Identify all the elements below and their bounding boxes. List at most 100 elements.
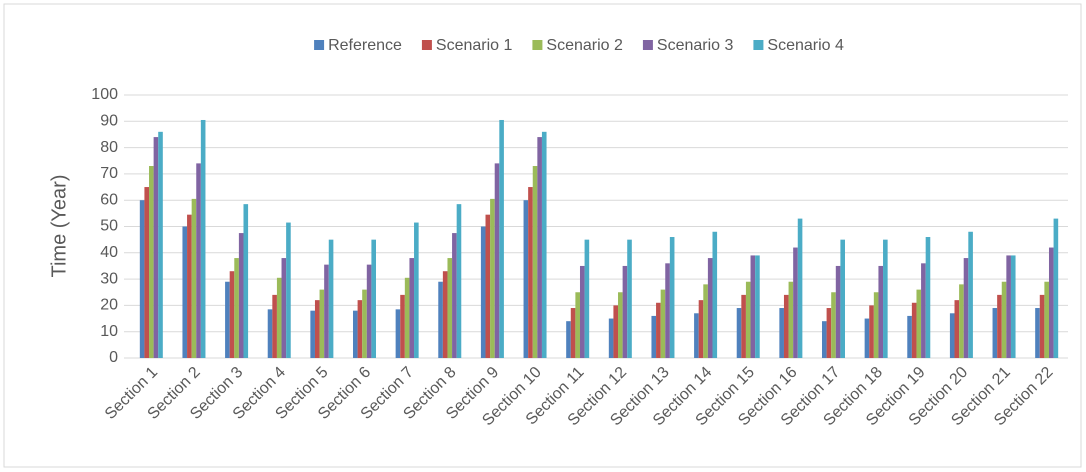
bar	[669, 237, 675, 358]
bar	[660, 289, 666, 358]
bar	[907, 315, 912, 358]
bar	[1053, 218, 1059, 358]
bar	[779, 308, 784, 358]
legend-swatch	[532, 40, 543, 50]
bar	[153, 137, 159, 358]
bar	[997, 294, 1002, 358]
bar	[822, 321, 827, 358]
y-tick-label: 30	[100, 270, 118, 287]
bar	[243, 204, 249, 358]
bar	[494, 163, 500, 358]
bar	[541, 131, 547, 358]
bar	[362, 289, 367, 358]
bar	[409, 258, 415, 358]
bar	[840, 239, 845, 358]
bar	[319, 289, 325, 358]
bar	[438, 281, 443, 358]
bar	[400, 294, 405, 358]
bar	[873, 292, 879, 358]
bar	[963, 258, 969, 358]
bar	[537, 137, 542, 358]
y-tick-label: 10	[100, 323, 118, 340]
bar	[480, 226, 486, 358]
bar	[883, 239, 888, 358]
y-tick-label: 60	[100, 191, 118, 208]
bar	[238, 233, 244, 358]
bar	[584, 239, 590, 358]
legend-swatch	[421, 40, 432, 50]
bar	[925, 237, 931, 358]
bar	[324, 264, 329, 358]
bar	[276, 277, 282, 358]
y-tick-label: 50	[100, 218, 118, 235]
bar	[1001, 281, 1007, 358]
bar	[755, 255, 760, 358]
bar	[158, 131, 163, 358]
legend-label: Scenario 3	[657, 37, 734, 54]
bar	[831, 292, 836, 358]
y-tick-label: 0	[109, 349, 118, 366]
bar	[741, 294, 746, 358]
bar	[144, 187, 150, 358]
bar	[613, 305, 619, 358]
bar	[523, 200, 529, 358]
bar	[707, 258, 713, 358]
bar	[911, 302, 917, 358]
bar	[788, 281, 794, 358]
bar	[712, 231, 718, 358]
bar	[992, 308, 998, 358]
bar	[566, 321, 571, 358]
legend-label: Reference	[328, 37, 402, 54]
bar	[528, 187, 533, 358]
bar	[750, 255, 756, 358]
bar	[1006, 255, 1011, 358]
bar	[745, 281, 751, 358]
bar	[191, 198, 197, 358]
bar	[366, 264, 372, 358]
y-tick-label: 80	[100, 139, 118, 156]
bar	[968, 231, 973, 358]
bar	[357, 300, 363, 358]
bar	[783, 294, 789, 358]
y-tick-label: 100	[91, 86, 118, 103]
bar	[954, 300, 960, 358]
bar	[736, 308, 742, 358]
legend-label: Scenario 1	[436, 37, 513, 54]
bar	[187, 214, 192, 358]
bar	[1048, 247, 1054, 358]
bar	[196, 163, 201, 358]
bar	[797, 218, 803, 358]
bar	[485, 214, 491, 358]
y-axis-title: Time (Year)	[48, 175, 70, 278]
legend-swatch	[753, 40, 764, 50]
bar	[698, 300, 704, 358]
bar	[314, 300, 320, 358]
bar	[442, 271, 448, 358]
y-tick-label: 20	[100, 297, 118, 314]
bar	[579, 265, 585, 358]
bar	[456, 204, 462, 358]
y-tick-label: 90	[100, 113, 118, 130]
bar	[835, 265, 841, 358]
bar	[959, 284, 964, 358]
bar	[328, 239, 334, 358]
bar	[532, 166, 538, 358]
bar	[267, 309, 273, 358]
bar	[371, 239, 376, 358]
bar	[656, 302, 661, 358]
legend-label: Scenario 2	[546, 37, 623, 54]
bar	[490, 198, 495, 358]
bar	[618, 292, 623, 358]
bar	[570, 308, 576, 358]
bar	[452, 233, 457, 358]
bar	[665, 263, 670, 358]
bar	[272, 294, 277, 358]
bar	[499, 119, 504, 358]
bar	[200, 119, 206, 358]
bar	[878, 265, 884, 358]
bar	[404, 277, 410, 358]
bar	[310, 310, 315, 358]
bar	[286, 222, 291, 358]
